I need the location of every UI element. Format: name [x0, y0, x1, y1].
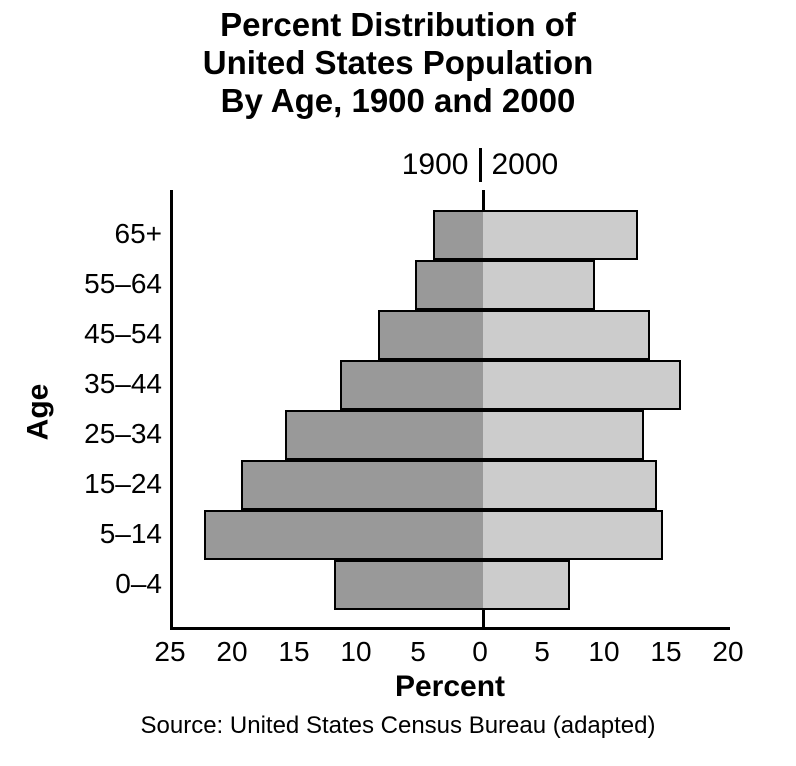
x-tick-label: 5: [393, 636, 443, 668]
y-category-label: 5–14: [0, 518, 162, 550]
bar-2000: [483, 460, 657, 510]
chart-title: Percent Distribution ofUnited States Pop…: [0, 6, 796, 120]
bar-1900: [433, 210, 483, 260]
source-text: Source: United States Census Bureau (ada…: [0, 712, 796, 740]
bar-1900: [340, 360, 483, 410]
y-category-label: 55–64: [0, 268, 162, 300]
bar-2000: [483, 410, 644, 460]
bar-1900: [204, 510, 483, 560]
bar-1900: [378, 310, 483, 360]
y-category-label: 0–4: [0, 568, 162, 600]
x-tick-label: 5: [517, 636, 567, 668]
y-category-label: 35–44: [0, 368, 162, 400]
bar-2000: [483, 360, 681, 410]
y-category-label: 45–54: [0, 318, 162, 350]
year-labels: 1900 2000: [390, 148, 570, 182]
x-tick-label: 20: [703, 636, 753, 668]
chart-plot-area: [170, 190, 730, 630]
x-axis-title: Percent: [170, 670, 730, 704]
bar-2000: [483, 260, 595, 310]
x-tick-label: 15: [641, 636, 691, 668]
x-tick-label: 20: [207, 636, 257, 668]
y-category-label: 15–24: [0, 468, 162, 500]
bar-2000: [483, 310, 650, 360]
y-category-label: 65+: [0, 218, 162, 250]
x-tick-label: 0: [455, 636, 505, 668]
year-divider: [479, 148, 482, 182]
x-tick-label: 15: [269, 636, 319, 668]
x-tick-label: 10: [331, 636, 381, 668]
bar-1900: [241, 460, 483, 510]
year-right-label: 2000: [492, 148, 559, 182]
bar-2000: [483, 560, 570, 610]
x-tick-label: 10: [579, 636, 629, 668]
y-category-label: 25–34: [0, 418, 162, 450]
bar-1900: [334, 560, 483, 610]
year-left-label: 1900: [402, 148, 469, 182]
bar-1900: [285, 410, 483, 460]
bar-2000: [483, 510, 663, 560]
bar-1900: [415, 260, 483, 310]
x-tick-label: 25: [145, 636, 195, 668]
bar-2000: [483, 210, 638, 260]
